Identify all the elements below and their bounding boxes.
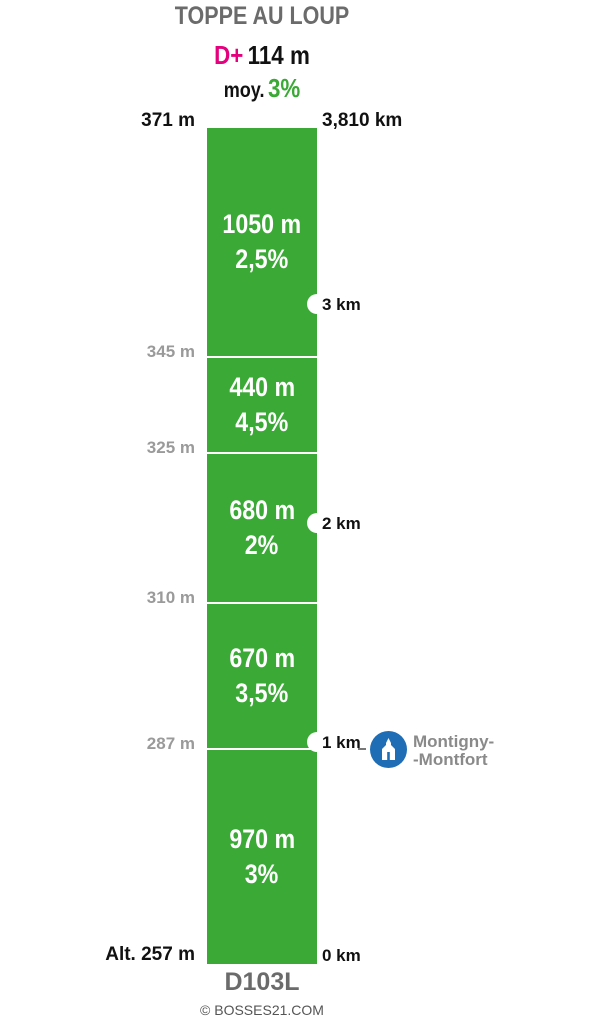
km-mark: 2 km [322,514,361,533]
church-icon [370,731,407,768]
segment-divider [207,356,317,358]
average-grade-value: 3% [267,73,301,103]
km-notch [307,513,327,533]
segment-3-length: 680 m [229,495,295,525]
top-distance: 3,810 km [322,110,403,131]
copyright: © BOSSES21.COM [200,1002,324,1018]
km-notch [307,732,327,752]
road-name: D103L [224,968,300,996]
segment-5: 970 m 3% [207,750,317,964]
segment-divider [207,748,317,750]
km-notch [307,294,327,314]
km-mark: 3 km [322,295,361,314]
base-altitude: Alt. 257 m [105,944,195,965]
segment-3: 680 m 2% [207,454,317,602]
segment-3-grade: 2% [245,530,279,560]
profile-bar: 1050 m 2,5% 440 m 4,5% 680 m 2% 670 m 3,… [207,128,317,964]
altitude-mark: 345 m [146,342,195,361]
segment-5-grade: 3% [245,859,279,889]
elevation-gain: D+ 114 m [37,40,488,71]
segment-2: 440 m 4,5% [207,358,317,452]
segment-1: 1050 m 2,5% [207,128,317,356]
town-name: Montigny- -Montfort [413,732,495,769]
elevation-gain-value: 114 m [247,40,310,70]
altitude-mark: 310 m [146,588,195,607]
segment-1-length: 1050 m [222,209,302,239]
km-mark: 1 km [322,733,361,752]
segment-divider [207,602,317,604]
segment-4-length: 670 m [229,643,295,673]
base-distance: 0 km [322,946,361,965]
altitude-mark: 287 m [146,734,195,753]
segment-2-length: 440 m [229,372,295,402]
segment-divider [207,452,317,454]
average-grade: moy. 3% [37,73,488,104]
altitude-mark: 325 m [146,438,195,457]
elevation-gain-label: D+ [214,40,244,70]
climb-title: TOPPE AU LOUP [174,2,350,30]
top-altitude: 371 m [141,110,195,131]
segment-2-grade: 4,5% [235,407,289,437]
segment-1-grade: 2,5% [235,244,289,274]
segment-4: 670 m 3,5% [207,604,317,748]
segment-5-length: 970 m [229,824,295,854]
segment-4-grade: 3,5% [235,678,289,708]
average-grade-label: moy. [223,79,265,102]
town-connector [358,748,366,750]
